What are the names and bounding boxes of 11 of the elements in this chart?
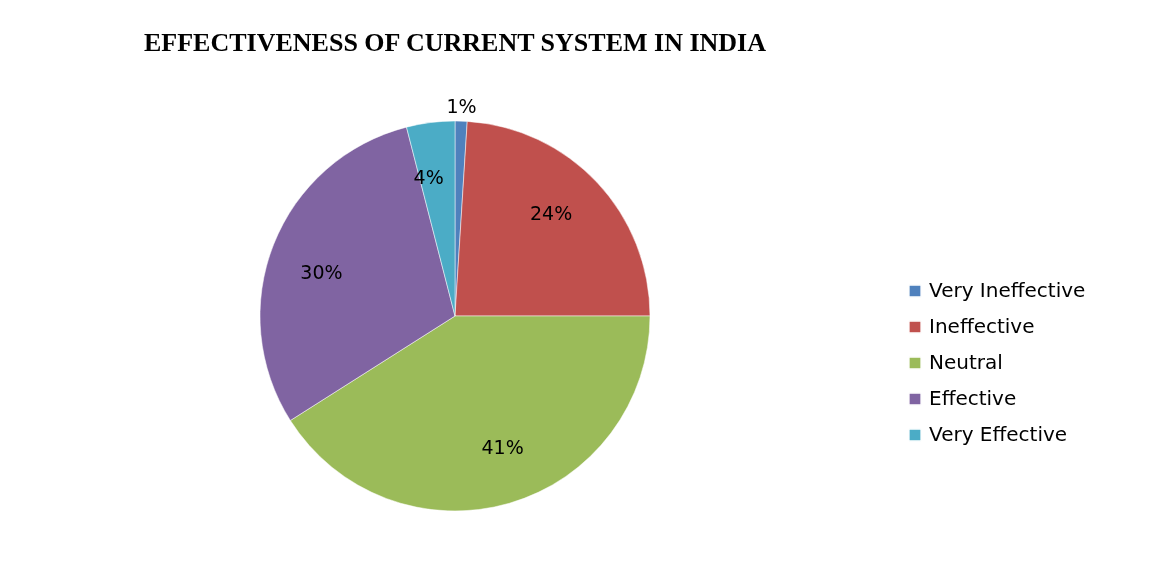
- legend-label: Neutral: [929, 350, 1003, 374]
- data-label: 30%: [300, 260, 343, 283]
- legend-label: Ineffective: [929, 314, 1035, 338]
- chart-title: EFFECTIVENESS OF CURRENT SYSTEM IN INDIA: [144, 28, 767, 57]
- legend-label: Very Effective: [929, 422, 1068, 446]
- legend-label: Effective: [929, 386, 1017, 410]
- legend-label: Very Ineffective: [929, 278, 1086, 302]
- data-label: 41%: [481, 436, 524, 459]
- data-label: 4%: [413, 166, 444, 189]
- data-label: 24%: [529, 201, 573, 224]
- data-label: 1%: [446, 95, 477, 118]
